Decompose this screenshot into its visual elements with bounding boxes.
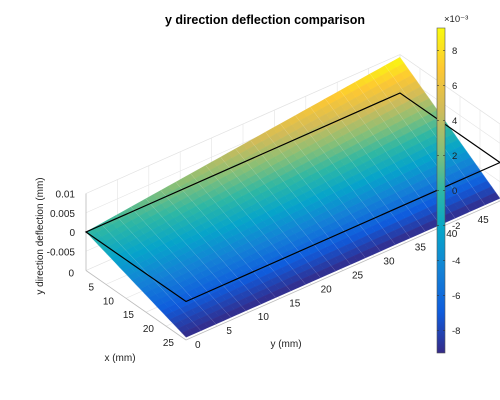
- mesh-line: [384, 65, 486, 206]
- mesh-line: [250, 140, 351, 265]
- z-tick-label: -0.005: [47, 247, 76, 258]
- mesh-line: [325, 98, 426, 232]
- mesh-line: [369, 73, 471, 212]
- mesh-line: [295, 115, 396, 245]
- y-tick-label: 40: [446, 229, 458, 240]
- y-tick-label: 5: [226, 326, 232, 337]
- mesh-line: [115, 215, 217, 325]
- mesh-line: [220, 156, 321, 278]
- y-tick-label: 20: [321, 284, 333, 295]
- x-tick-label: 15: [123, 310, 135, 321]
- y-tick-label: 30: [383, 257, 395, 268]
- colorbar-tick-label: -8: [452, 326, 460, 337]
- y-tick-label: 45: [478, 215, 490, 226]
- mesh-line: [205, 165, 306, 285]
- mesh-line: [280, 123, 381, 252]
- y-tick-label: 15: [289, 298, 301, 309]
- x-axis-label: x (mm): [104, 353, 135, 364]
- z-tick-label: 0.005: [50, 209, 75, 220]
- x-tick-label: 25: [163, 338, 175, 349]
- chart-title: y direction deflection comparison: [165, 13, 365, 27]
- mesh-line: [340, 90, 441, 225]
- colorbar-exponent: ×10⁻³: [444, 14, 468, 25]
- reference-plane-outline: [84, 92, 500, 303]
- colorbar-tick-label: 4: [452, 116, 457, 127]
- colorbar-tick-label: 2: [452, 151, 457, 162]
- colorbar: ×10⁻³ 8 6 4 2 0 -2 -4 -6 -8: [436, 14, 468, 354]
- y-axis-line: [185, 200, 500, 341]
- y-tick-label: 10: [258, 312, 270, 323]
- x-axis-line: [85, 270, 187, 341]
- mesh-line: [190, 173, 291, 292]
- mesh-line: [235, 148, 336, 272]
- y-tick-label: 35: [415, 243, 427, 254]
- mesh-line: [160, 190, 261, 305]
- colorbar-tick-label: -4: [452, 256, 460, 267]
- x-tick-label: 0: [68, 269, 74, 280]
- colorbar-tick-label: -2: [452, 221, 460, 232]
- mesh-line: [175, 181, 276, 298]
- z-tick-label: 0.01: [56, 190, 76, 201]
- mesh-line: [265, 131, 366, 259]
- mesh-line: [145, 198, 246, 311]
- y-axis-label: y (mm): [270, 339, 301, 350]
- surface-patch: [488, 192, 500, 202]
- z-tick-label: 0: [69, 228, 75, 239]
- x-tick-label: 20: [143, 324, 155, 335]
- colorbar-tick-label: 6: [452, 81, 457, 92]
- colorbar-tick-label: -6: [452, 291, 460, 302]
- x-tick-label: 10: [103, 296, 115, 307]
- x-tick-label: 5: [88, 282, 94, 293]
- colorbar-tick-label: 0: [452, 186, 457, 197]
- reference-plane: [84, 92, 500, 303]
- gridline: [399, 54, 500, 125]
- mesh-line: [130, 206, 232, 318]
- mesh-line: [85, 231, 187, 338]
- colorbar-tick-label: 8: [452, 46, 457, 57]
- z-axis-label: y direction deflection (mm): [35, 177, 46, 294]
- deflection-surface: [85, 56, 500, 338]
- y-tick-label: 25: [352, 271, 364, 282]
- axes-labels: -0.005 0 0.005 0.01 0 5 10 15 20 25 0 5 10 15 20 25 30 35…: [35, 177, 490, 364]
- mesh-line: [310, 106, 411, 239]
- y-tick-label: 0: [195, 340, 201, 351]
